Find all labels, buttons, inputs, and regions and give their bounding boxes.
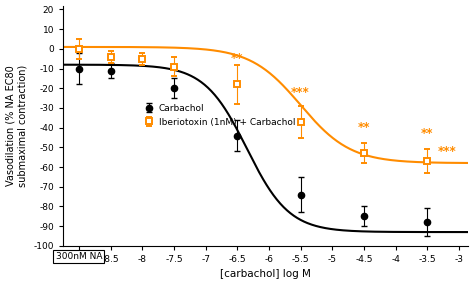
X-axis label: [carbachol] log M: [carbachol] log M [220, 269, 311, 280]
Text: **: ** [231, 52, 244, 65]
Y-axis label: Vasodilation (% NA EC80
submaximal contraction): Vasodilation (% NA EC80 submaximal contr… [6, 65, 28, 187]
Text: **: ** [421, 127, 434, 140]
Legend: Carbachol, Iberiotoxin (1nM) + Carbachol: Carbachol, Iberiotoxin (1nM) + Carbachol [140, 101, 298, 129]
Text: ***: *** [438, 145, 457, 158]
Text: ***: *** [291, 86, 310, 99]
Text: **: ** [358, 121, 370, 134]
Text: 300nM NA: 300nM NA [55, 252, 102, 261]
